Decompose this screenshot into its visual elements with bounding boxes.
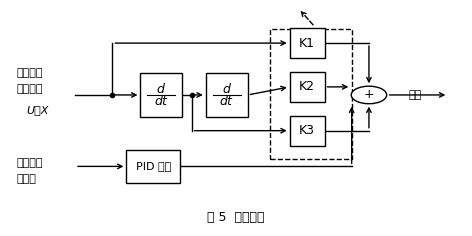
Circle shape — [351, 86, 387, 104]
Text: 隔振对象: 隔振对象 — [17, 158, 43, 168]
Bar — [126, 150, 180, 182]
Text: K2: K2 — [299, 80, 315, 93]
Text: $d$: $d$ — [156, 82, 166, 96]
Text: PID 调节: PID 调节 — [135, 161, 171, 171]
Text: K3: K3 — [299, 124, 315, 137]
Text: +: + — [363, 88, 374, 101]
Text: 输出: 输出 — [409, 90, 422, 100]
Bar — [206, 73, 248, 117]
Text: $dt$: $dt$ — [219, 94, 234, 108]
Bar — [140, 73, 182, 117]
Text: K1: K1 — [299, 37, 315, 50]
Text: $d$: $d$ — [222, 82, 232, 96]
Text: 图 5  控制算法: 图 5 控制算法 — [207, 211, 265, 224]
Text: U－X: U－X — [26, 105, 49, 115]
Text: $dt$: $dt$ — [154, 94, 169, 108]
Text: 加速度: 加速度 — [17, 174, 37, 184]
Bar — [290, 28, 325, 58]
Bar — [290, 72, 325, 102]
Text: 相对位移: 相对位移 — [17, 84, 43, 94]
Bar — [290, 116, 325, 146]
Text: 隔振对象: 隔振对象 — [17, 68, 43, 78]
Bar — [270, 29, 352, 160]
